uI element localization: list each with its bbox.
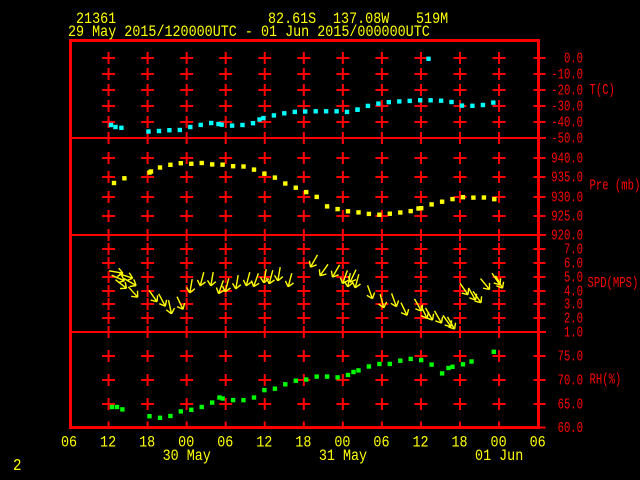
svg-text:06: 06 [61, 434, 77, 452]
svg-text:12: 12 [256, 434, 272, 452]
svg-text:5.0: 5.0 [564, 271, 583, 287]
svg-text:21361: 21361 [76, 10, 116, 28]
svg-text:940.0: 940.0 [551, 152, 583, 168]
svg-text:06: 06 [373, 434, 389, 452]
svg-text:00: 00 [178, 434, 194, 452]
svg-text:2: 2 [13, 457, 22, 476]
svg-text:1.0: 1.0 [564, 326, 583, 342]
svg-text:18: 18 [452, 434, 468, 452]
svg-text:75.0: 75.0 [558, 350, 583, 366]
svg-text:Pre (mb): Pre (mb) [590, 179, 640, 195]
svg-text:18: 18 [139, 434, 155, 452]
svg-text:82.61S: 82.61S [268, 10, 316, 28]
svg-text:60.0: 60.0 [558, 421, 583, 437]
svg-text:12: 12 [412, 434, 428, 452]
svg-text:7.0: 7.0 [564, 243, 583, 259]
svg-text:T(C): T(C) [590, 83, 615, 99]
svg-text:00: 00 [491, 434, 507, 452]
svg-text:137.08W: 137.08W [333, 10, 390, 28]
svg-text:06: 06 [217, 434, 233, 452]
svg-text:30 May: 30 May [163, 447, 211, 465]
svg-text:01 Jun: 01 Jun [475, 447, 523, 465]
svg-text:519M: 519M [416, 10, 448, 28]
svg-text:920.0: 920.0 [551, 229, 583, 245]
svg-text:-30.0: -30.0 [551, 100, 583, 116]
svg-text:31 May: 31 May [319, 447, 367, 465]
svg-text:0.0: 0.0 [564, 52, 583, 68]
svg-text:930.0: 930.0 [551, 191, 583, 207]
svg-text:6.0: 6.0 [564, 257, 583, 273]
svg-text:-40.0: -40.0 [551, 116, 583, 132]
svg-text:06: 06 [530, 434, 546, 452]
svg-text:SPD(MPS): SPD(MPS) [588, 276, 639, 292]
svg-text:29 May 2015/120000UTC - 01 Jun: 29 May 2015/120000UTC - 01 Jun 2015/0000… [68, 23, 430, 41]
svg-text:2.0: 2.0 [564, 312, 583, 328]
svg-text:925.0: 925.0 [551, 210, 583, 226]
svg-text:-20.0: -20.0 [551, 84, 583, 100]
svg-text:935.0: 935.0 [551, 171, 583, 187]
svg-text:00: 00 [334, 434, 350, 452]
svg-text:RH(%): RH(%) [590, 373, 622, 389]
svg-text:-10.0: -10.0 [551, 68, 583, 84]
svg-text:3.0: 3.0 [564, 298, 583, 314]
svg-text:18: 18 [295, 434, 311, 452]
svg-text:12: 12 [100, 434, 116, 452]
svg-text:65.0: 65.0 [558, 398, 583, 414]
svg-text:4.0: 4.0 [564, 285, 583, 301]
svg-text:70.0: 70.0 [558, 374, 583, 390]
svg-text:-50.0: -50.0 [551, 132, 583, 148]
